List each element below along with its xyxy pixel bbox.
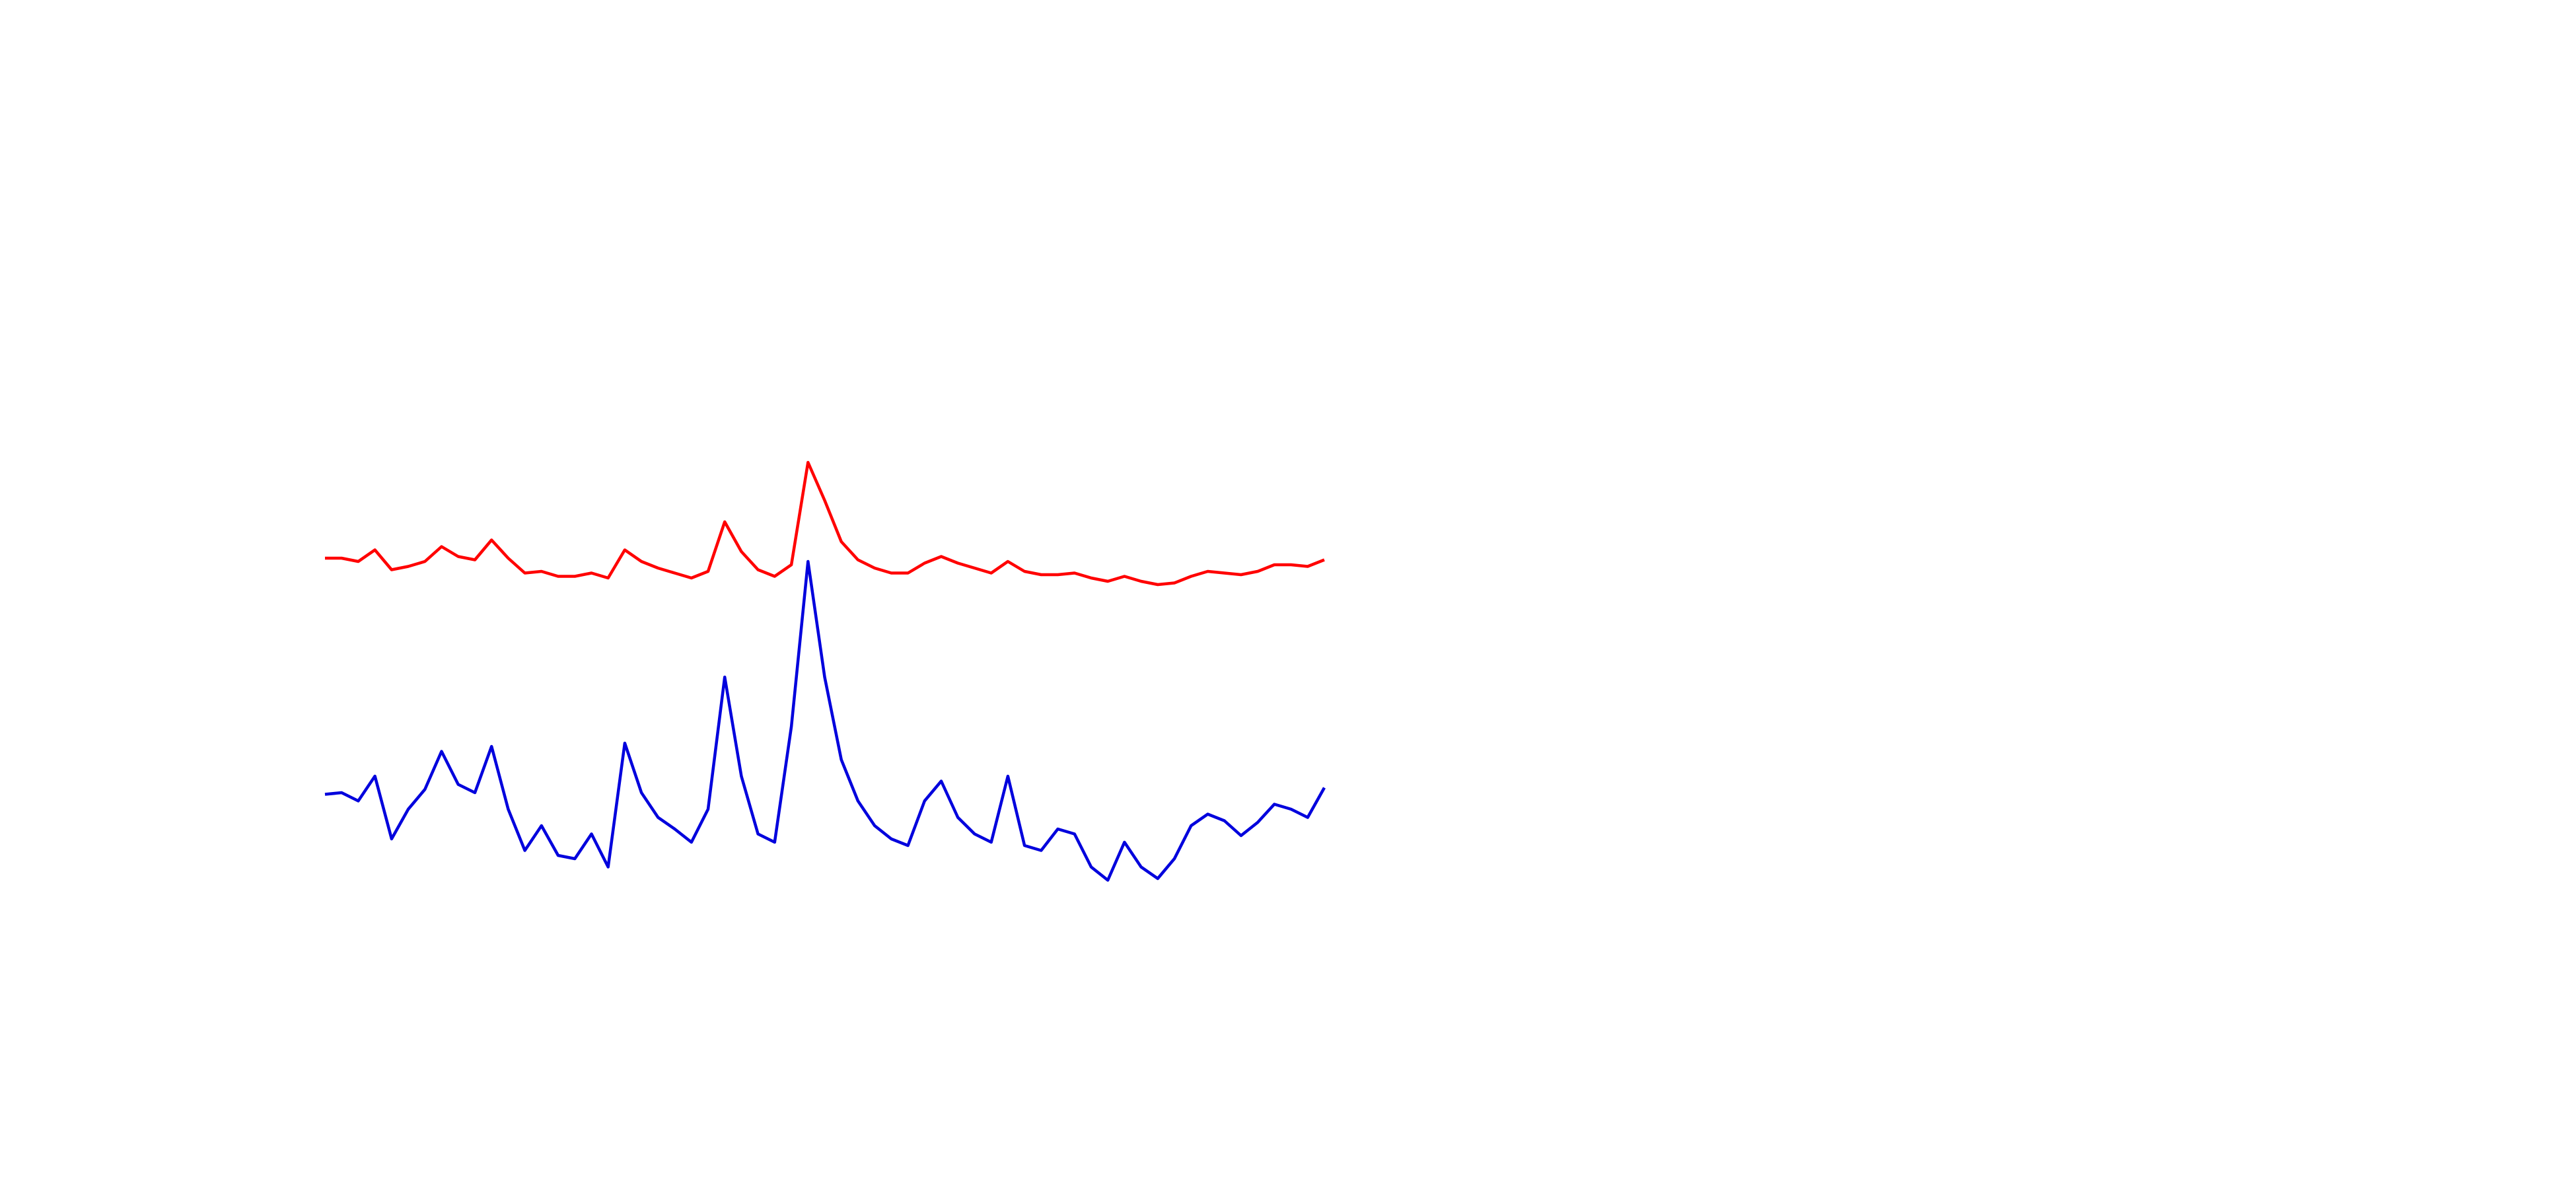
data-line	[325, 460, 1325, 587]
data-line	[324, 559, 1326, 882]
